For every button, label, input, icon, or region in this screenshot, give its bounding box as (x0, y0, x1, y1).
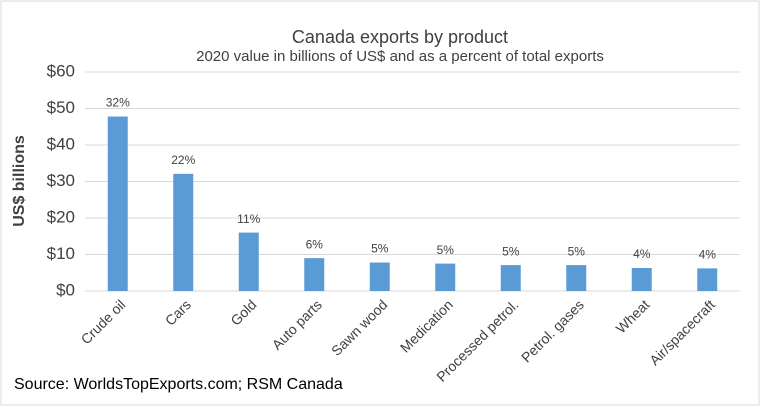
bar (107, 116, 128, 291)
share-label: 4% (633, 247, 651, 261)
y-tick-label: $30 (47, 171, 75, 190)
share-label: 6% (306, 237, 324, 251)
y-tick-label: $60 (47, 61, 75, 80)
chart-subtitle: 2020 value in billions of US$ and as a p… (196, 48, 604, 65)
bar (304, 258, 325, 291)
chart-title: Canada exports by product (292, 27, 508, 47)
bar (238, 232, 259, 291)
share-label: 5% (502, 244, 520, 258)
share-label: 11% (237, 212, 260, 226)
bar (697, 268, 718, 291)
y-tick-label: $40 (47, 134, 75, 153)
bar (631, 268, 652, 291)
share-label: 5% (371, 242, 389, 256)
bar (500, 265, 521, 291)
share-label: 32% (106, 96, 130, 110)
bar (566, 265, 587, 291)
y-axis-label: US$ billions (11, 135, 28, 227)
y-tick-label: $10 (47, 244, 75, 263)
share-label: 5% (437, 243, 455, 257)
bar (173, 173, 194, 291)
share-label: 22% (171, 153, 195, 167)
y-tick-label: $0 (56, 280, 75, 299)
bar (369, 262, 390, 291)
bar (435, 263, 456, 291)
y-tick-label: $20 (47, 207, 75, 226)
share-label: 5% (568, 244, 586, 258)
y-tick-label: $50 (47, 98, 75, 117)
share-label: 4% (699, 248, 717, 262)
source-note: Source: WorldsTopExports.com; RSM Canada (14, 376, 343, 393)
